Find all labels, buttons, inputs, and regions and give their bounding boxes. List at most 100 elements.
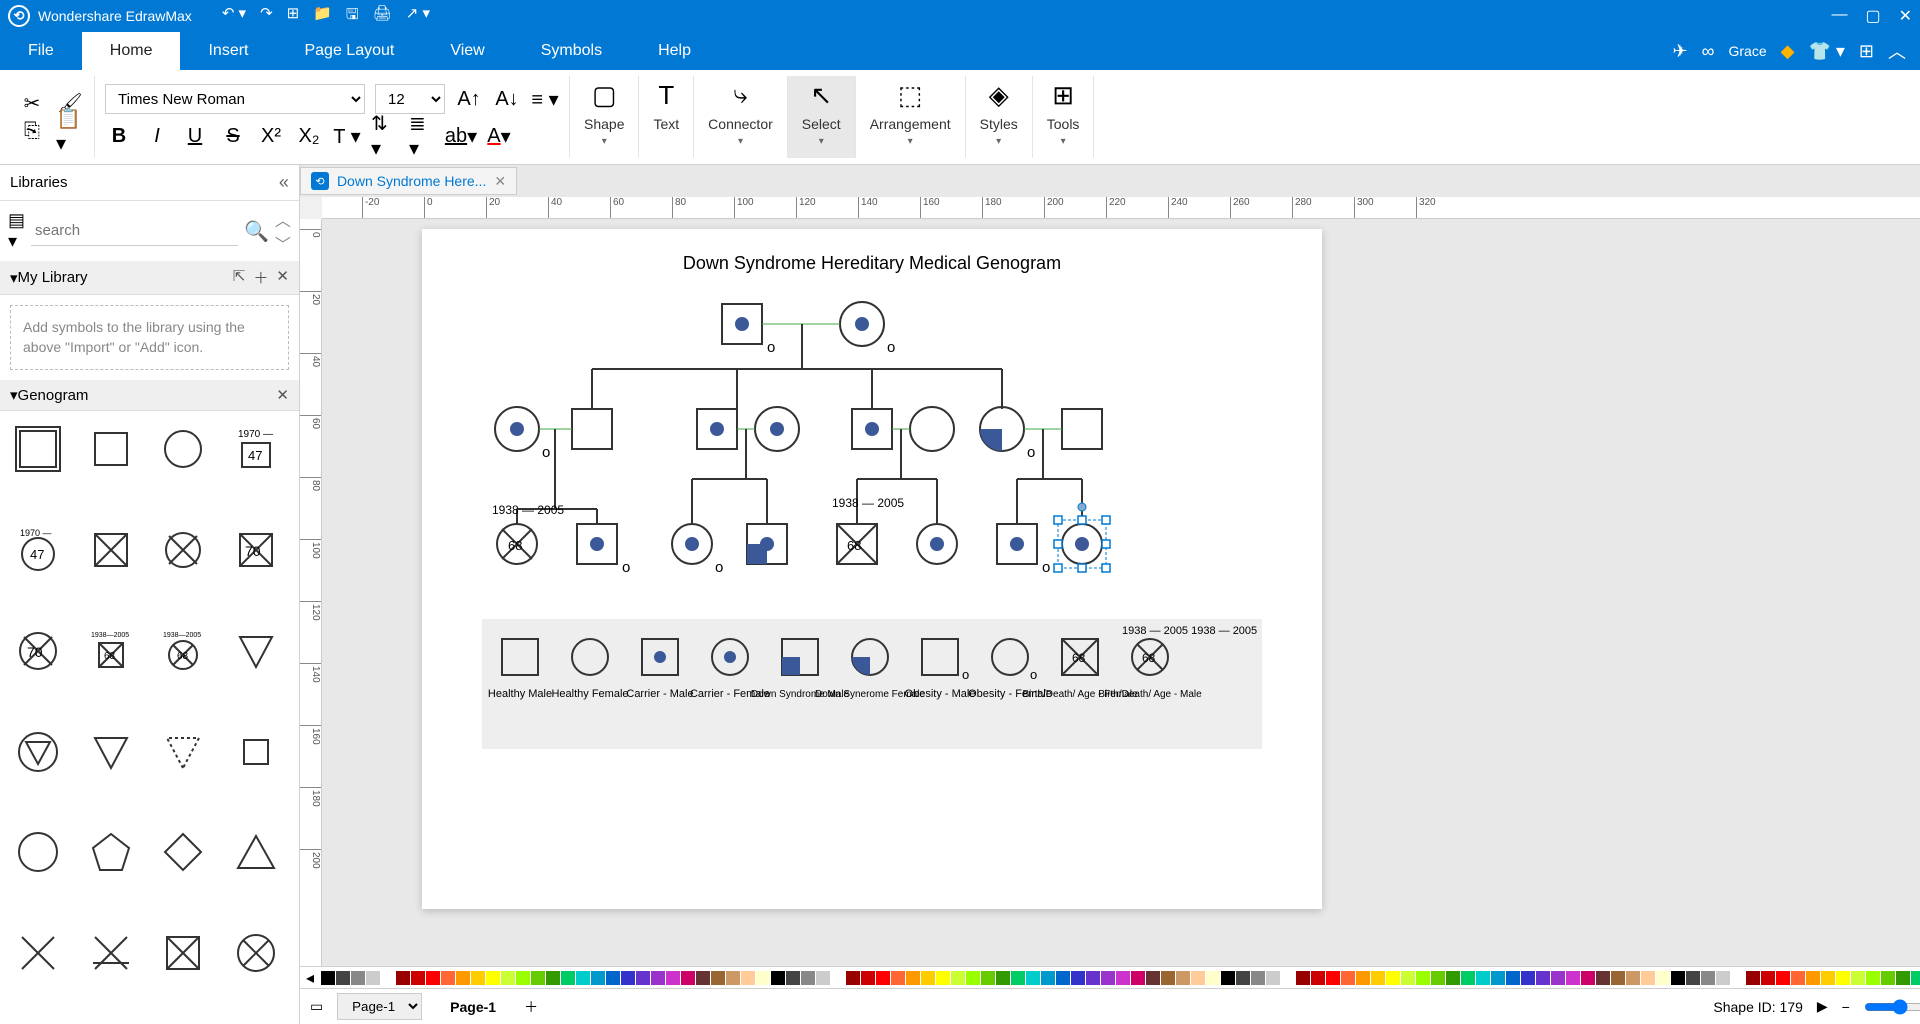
save-icon[interactable]: 🖫 <box>346 4 359 29</box>
color-swatch[interactable] <box>1326 971 1340 985</box>
color-swatch[interactable] <box>726 971 740 985</box>
color-swatch[interactable] <box>1596 971 1610 985</box>
color-swatch[interactable] <box>1011 971 1025 985</box>
color-swatch[interactable] <box>1041 971 1055 985</box>
send-icon[interactable]: ✈ <box>1673 41 1688 62</box>
color-swatch[interactable] <box>1281 971 1295 985</box>
menu-help[interactable]: Help <box>630 32 719 70</box>
menu-file[interactable]: File <box>0 32 82 70</box>
shrink-font-icon[interactable]: A↓ <box>493 85 521 113</box>
close-icon[interactable]: ✕ <box>1899 6 1912 26</box>
color-swatch[interactable] <box>1581 971 1595 985</box>
arrangement-group[interactable]: ⬚Arrangement▾ <box>856 76 966 158</box>
shape-tri-inv[interactable] <box>81 722 141 782</box>
color-swatch[interactable] <box>666 971 680 985</box>
shape-star[interactable] <box>81 923 141 983</box>
add-page-icon[interactable]: ＋ <box>524 997 538 1017</box>
menu-view[interactable]: View <box>422 32 512 70</box>
add-icon[interactable]: ＋ <box>253 267 268 288</box>
color-swatch[interactable] <box>1266 971 1280 985</box>
collapse-left-icon[interactable]: « <box>279 172 289 193</box>
color-prev-icon[interactable]: ◂ <box>306 968 314 988</box>
shape-male-plain[interactable] <box>81 419 141 479</box>
print-icon[interactable]: 🖨 <box>373 4 392 29</box>
shape-ci-68a[interactable]: 1938—200568 <box>153 621 213 681</box>
share-icon[interactable]: ∞ <box>1702 41 1715 62</box>
styles-group[interactable]: ◈Styles▾ <box>966 76 1033 158</box>
color-swatch[interactable] <box>846 971 860 985</box>
shape-dead-70[interactable]: 70 <box>226 520 286 580</box>
color-swatch[interactable] <box>1461 971 1475 985</box>
menu-insert[interactable]: Insert <box>180 32 276 70</box>
color-swatch[interactable] <box>1701 971 1715 985</box>
undo-icon[interactable]: ↶ ▾ <box>222 4 246 29</box>
color-swatch[interactable] <box>531 971 545 985</box>
copy-icon[interactable]: ⎘ <box>18 117 46 145</box>
color-swatch[interactable] <box>1116 971 1130 985</box>
present-icon[interactable]: ▶ <box>1817 998 1828 1015</box>
shape-tri-inv-circ[interactable] <box>8 722 68 782</box>
scroll-up-icon[interactable]: ︿﹀ <box>275 207 291 255</box>
color-swatch[interactable] <box>1206 971 1220 985</box>
color-swatch[interactable] <box>471 971 485 985</box>
shape-female[interactable] <box>153 419 213 479</box>
color-swatch[interactable] <box>1431 971 1445 985</box>
shape-pentagon[interactable] <box>81 822 141 882</box>
shape-small-sq[interactable] <box>226 722 286 782</box>
color-swatch[interactable] <box>1506 971 1520 985</box>
search-icon[interactable]: 🔍 <box>244 219 269 244</box>
color-swatch[interactable] <box>1881 971 1895 985</box>
redo-icon[interactable]: ↷ <box>260 4 273 29</box>
text-highlight-icon[interactable]: ab ▾ <box>447 122 475 150</box>
maximize-icon[interactable]: ▢ <box>1865 6 1880 26</box>
font-family-select[interactable]: Times New Roman <box>105 84 365 114</box>
color-swatch[interactable] <box>366 971 380 985</box>
color-swatch[interactable] <box>1866 971 1880 985</box>
shape-x1[interactable] <box>8 923 68 983</box>
close-genogram-icon[interactable]: ✕ <box>276 386 289 404</box>
import-icon[interactable]: ⇱ <box>233 267 246 288</box>
shape-triangle[interactable] <box>226 822 286 882</box>
color-swatch[interactable] <box>1191 971 1205 985</box>
color-swatch[interactable] <box>1221 971 1235 985</box>
collapse-ribbon-icon[interactable]: ︿ <box>1888 38 1906 64</box>
color-swatch[interactable] <box>1821 971 1835 985</box>
color-swatch[interactable] <box>1731 971 1745 985</box>
shape-year-47[interactable]: 1970 —47 <box>226 419 286 479</box>
font-size-select[interactable]: 12 <box>375 84 445 114</box>
grow-font-icon[interactable]: A↑ <box>455 85 483 113</box>
color-swatch[interactable] <box>981 971 995 985</box>
color-swatch[interactable] <box>1521 971 1535 985</box>
shape-dead-male[interactable] <box>81 520 141 580</box>
color-swatch[interactable] <box>1161 971 1175 985</box>
shape-circle-70[interactable]: 70 <box>8 621 68 681</box>
color-swatch[interactable] <box>1686 971 1700 985</box>
new-icon[interactable]: ⊞ <box>287 4 300 29</box>
user-name[interactable]: Grace <box>1728 43 1766 59</box>
color-swatch[interactable] <box>651 971 665 985</box>
color-swatch[interactable] <box>396 971 410 985</box>
menu-symbols[interactable]: Symbols <box>513 32 630 70</box>
shape-tri-down[interactable] <box>226 621 286 681</box>
color-swatch[interactable] <box>681 971 695 985</box>
color-swatch[interactable] <box>1536 971 1550 985</box>
color-swatch[interactable] <box>966 971 980 985</box>
underline-icon[interactable]: U <box>181 122 209 150</box>
color-swatch[interactable] <box>786 971 800 985</box>
color-swatch[interactable] <box>576 971 590 985</box>
shape-sq-x[interactable] <box>153 923 213 983</box>
color-swatch[interactable] <box>921 971 935 985</box>
library-menu-icon[interactable]: ▤ ▾ <box>8 210 25 252</box>
color-swatch[interactable] <box>831 971 845 985</box>
doc-tab[interactable]: ⟲ Down Syndrome Here... ✕ <box>300 167 517 195</box>
color-swatch[interactable] <box>606 971 620 985</box>
color-swatch[interactable] <box>486 971 500 985</box>
color-swatch[interactable] <box>771 971 785 985</box>
shape-circle-47[interactable]: 1970 —47 <box>8 520 68 580</box>
subscript-icon[interactable]: X₂ <box>295 122 323 150</box>
menu-page-layout[interactable]: Page Layout <box>276 32 422 70</box>
apps-icon[interactable]: ⊞ <box>1859 41 1874 62</box>
color-swatch[interactable] <box>1776 971 1790 985</box>
color-swatch[interactable] <box>936 971 950 985</box>
color-swatch[interactable] <box>891 971 905 985</box>
